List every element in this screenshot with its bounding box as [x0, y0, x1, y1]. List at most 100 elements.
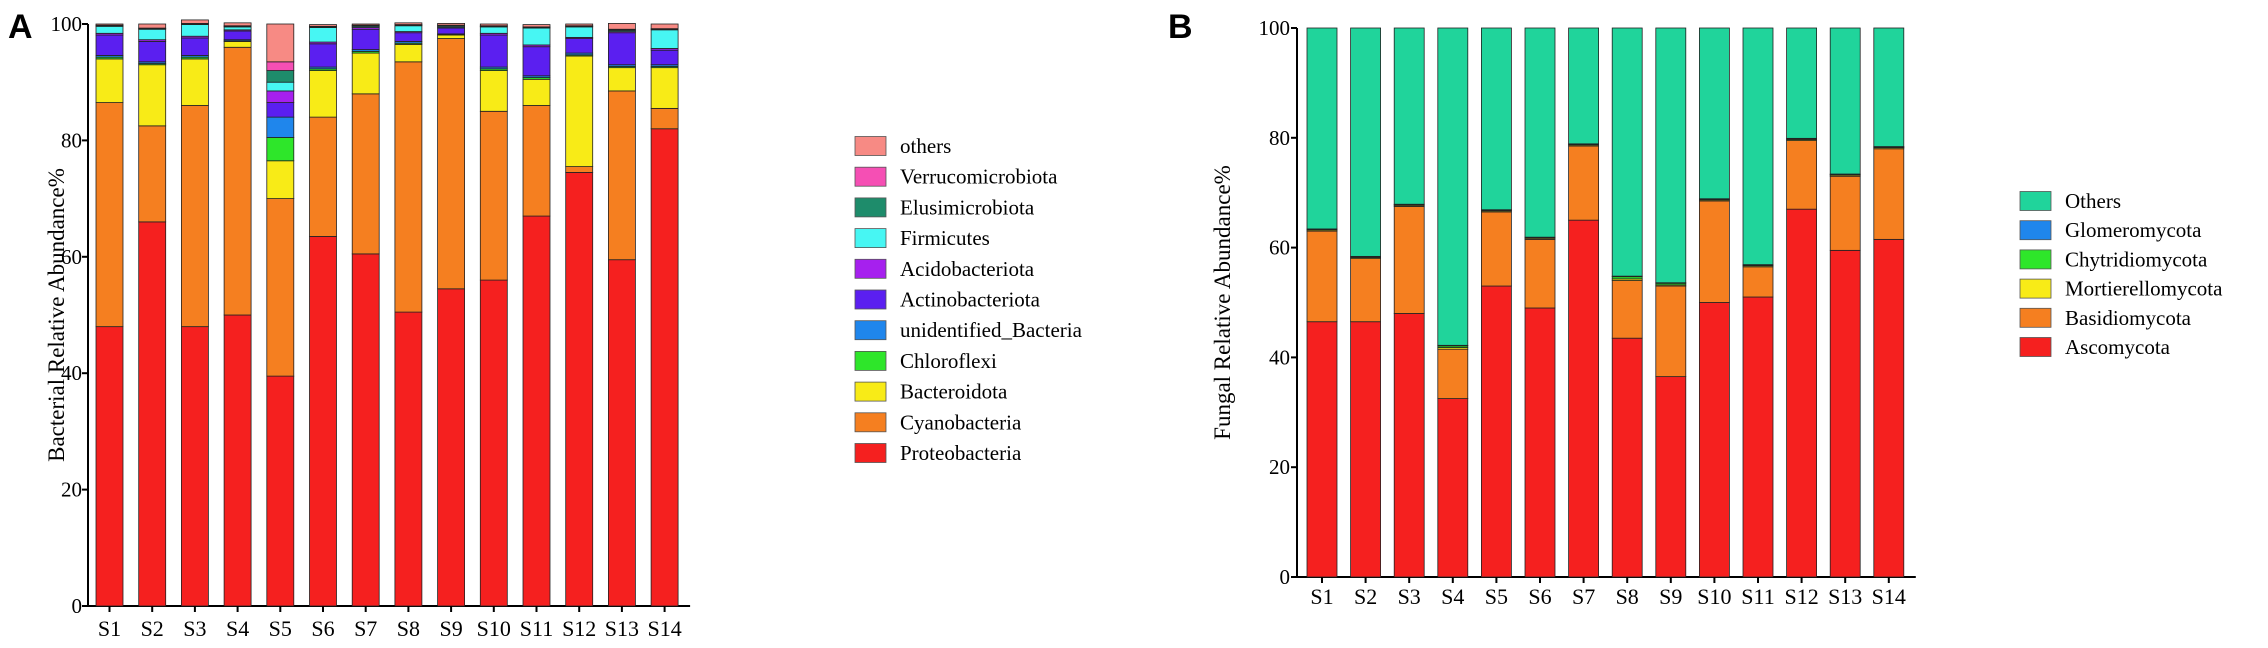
b-bar-s12-ascomycota [1786, 208, 1817, 578]
a-bar-s6-proteobacteria [309, 236, 337, 607]
b-bar-s10-basidiomycota [1699, 200, 1730, 303]
b-bar-s1-basidiomycota [1306, 230, 1338, 323]
b-bar-s13-ascomycota [1829, 249, 1861, 578]
b-x-tick-label: S13 [1828, 584, 1862, 609]
b-bar-s9-others [1655, 27, 1687, 284]
a-bar-s10-cyanobacteria [479, 110, 508, 281]
a-x-tick-label: S9 [439, 616, 462, 641]
a-legend-label: Verrucomicrobiota [900, 165, 1058, 189]
b-bar-s4-ascomycota [1437, 398, 1469, 578]
b-bar-s14-others [1873, 27, 1905, 147]
b-bar-s7-others [1568, 27, 1599, 145]
panel-a-bacterial-chart: A 0 20 40 60 80 100 Bacterial Relative Abundan… [8, 8, 1083, 641]
a-bar-s11-others [522, 24, 551, 28]
a-legend-swatch-verrucomicrobiota [854, 166, 887, 187]
a-bar-s3-others [180, 19, 209, 24]
a-legend-swatch-cyanobacteria [854, 412, 887, 433]
b-x-tick-label: S11 [1741, 584, 1774, 609]
a-bar-s1-others [95, 23, 124, 26]
b-x-tick-label: S8 [1616, 584, 1639, 609]
panel-a-label: A [8, 8, 33, 46]
a-bar-s4-cyanobacteria [223, 46, 252, 316]
a-bar-s5-firmicutes [266, 81, 295, 92]
b-bar-s8-basidiomycota [1611, 280, 1643, 339]
a-bar-s8-proteobacteria [394, 311, 423, 607]
a-x-tick-label: S10 [477, 616, 511, 641]
a-x-tick-label: S14 [647, 616, 681, 641]
a-bar-s5-bacteroidota [266, 160, 295, 200]
a-legend-swatch-elusimicrobiota [854, 197, 887, 218]
panel-b-label: B [1168, 8, 1193, 46]
a-bar-s5-cyanobacteria [266, 198, 295, 377]
a-x-tick-label: S4 [226, 616, 249, 641]
a-bar-s2-bacteroidota [138, 64, 167, 127]
a-x-tick-label: S5 [269, 616, 292, 641]
a-bar-s13-bacteroidota [608, 67, 636, 92]
b-bar-s8-others [1611, 27, 1643, 277]
a-x-tick-label: S8 [397, 616, 420, 641]
b-x-tick-label: S2 [1354, 584, 1377, 609]
a-legend-label: Chloroflexi [900, 349, 997, 373]
a-x-tick-label: S6 [311, 616, 334, 641]
a-bar-s4-others [223, 22, 252, 27]
a-bar-s12-firmicutes [565, 26, 594, 38]
a-bar-s4-bacteroidota [223, 41, 252, 48]
b-y-tick-label: 40 [1269, 345, 1290, 369]
a-bar-s4-firmicutes [223, 26, 252, 31]
a-legend-label: Acidobacteriota [900, 257, 1035, 281]
b-x-tick-label: S14 [1872, 584, 1906, 609]
a-bar-s14-others [650, 23, 679, 30]
b-x-tick-label: S1 [1310, 584, 1333, 609]
a-bar-s12-bacteroidota [565, 55, 594, 167]
b-legend-label: Mortierellomycota [2065, 277, 2223, 301]
b-legend-label: Chytridiomycota [2065, 247, 2208, 271]
a-x-tick-label: S11 [520, 616, 553, 641]
b-bar-s14-basidiomycota [1873, 148, 1905, 240]
b-bar-s12-basidiomycota [1786, 140, 1817, 210]
a-y-tick-label: 60 [61, 245, 82, 269]
b-x-tick-label: S12 [1784, 584, 1818, 609]
a-x-tick-label: S2 [141, 616, 164, 641]
a-y-tick-label: 20 [61, 478, 82, 502]
a-bar-s13-proteobacteria [608, 259, 636, 607]
a-bar-s3-cyanobacteria [180, 105, 209, 328]
b-bar-s7-basidiomycota [1568, 145, 1599, 221]
a-bar-s11-firmicutes [522, 27, 551, 46]
a-bar-s2-actinobacteriota [138, 41, 167, 63]
a-legend-swatch-bacteroidota [854, 381, 887, 402]
b-bar-s7-ascomycota [1568, 219, 1599, 578]
a-y-tick-label: 0 [72, 594, 83, 618]
b-bar-s6-others [1524, 27, 1556, 238]
b-y-tick-label: 20 [1269, 455, 1290, 479]
a-y-tick-label: 40 [61, 361, 82, 385]
a-bar-s3-actinobacteriota [180, 37, 209, 56]
b-bar-s13-basidiomycota [1829, 175, 1861, 251]
b-x-tick-label: S10 [1697, 584, 1731, 609]
a-bar-s10-bacteroidota [479, 70, 508, 112]
a-bar-s10-firmicutes [479, 26, 508, 34]
b-x-tick-label: S6 [1528, 584, 1551, 609]
a-bar-s13-others [608, 23, 636, 30]
a-bar-s7-proteobacteria [351, 253, 380, 607]
b-y-tick-label: 0 [1280, 565, 1291, 589]
a-bar-s3-proteobacteria [180, 326, 209, 607]
a-y-tick-label: 80 [61, 128, 82, 152]
a-bar-s14-bacteroidota [650, 67, 679, 109]
b-bar-s4-basidiomycota [1437, 348, 1469, 399]
b-bar-s3-basidiomycota [1393, 206, 1425, 314]
a-y-axis-title: Bacterial Relative Abundance% [44, 168, 69, 462]
a-bar-s12-proteobacteria [565, 172, 594, 607]
a-bar-s5-chloroflexi [266, 137, 295, 162]
b-bar-s5-others [1481, 27, 1512, 211]
a-legend-label: Bacteroidota [900, 380, 1008, 404]
a-bar-s10-proteobacteria [479, 279, 508, 607]
a-legend-label: Cyanobacteria [900, 410, 1022, 434]
b-bar-s4-others [1437, 27, 1469, 346]
b-bar-s9-basidiomycota [1655, 285, 1687, 378]
b-y-tick-label: 100 [1259, 16, 1291, 40]
a-bar-s3-bacteroidota [180, 58, 209, 106]
a-legend-label: Actinobacteriota [900, 288, 1041, 312]
a-bar-s13-actinobacteriota [608, 32, 636, 66]
b-x-tick-label: S4 [1441, 584, 1464, 609]
a-bar-s7-cyanobacteria [351, 93, 380, 255]
